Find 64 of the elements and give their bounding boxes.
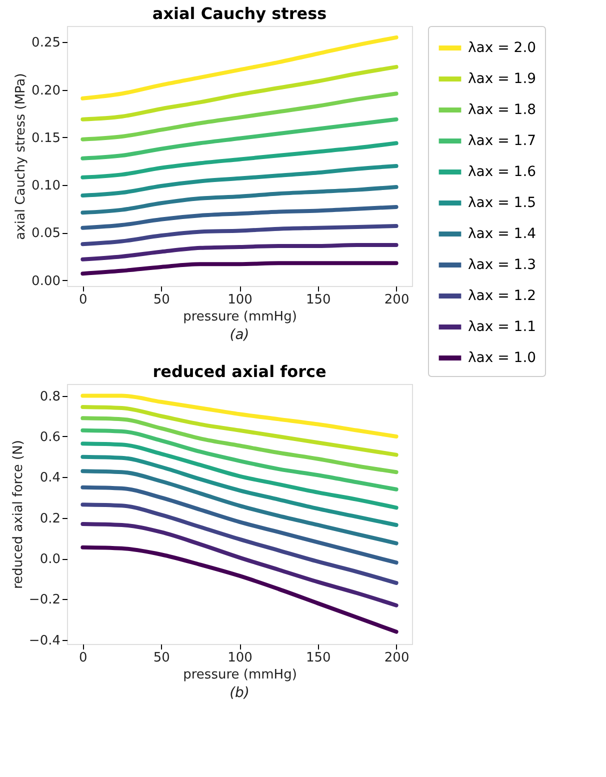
y-tick-label: 0.25 [32, 36, 60, 51]
legend-label: λax = 1.6 [468, 164, 536, 180]
line-series [80, 404, 398, 457]
legend-label: λax = 1.4 [468, 226, 536, 242]
line-series [80, 164, 398, 198]
x-axis-title: pressure (mmHg) [183, 310, 297, 324]
y-axis-title: axial Cauchy stress (MPa) [14, 73, 29, 240]
legend-label: λax = 1.7 [468, 133, 536, 149]
legend-label: λax = 1.1 [468, 319, 536, 335]
legend-label: λax = 1.0 [468, 350, 536, 366]
legend-label: λax = 1.9 [468, 71, 536, 87]
line-series [80, 394, 398, 438]
line-series [80, 485, 398, 565]
y-tick-label: 0.2 [40, 511, 60, 526]
y-tick-label: 0.15 [32, 130, 60, 146]
line-series [80, 428, 398, 492]
x-tick-label: 100 [228, 292, 252, 308]
x-tick-label: 100 [228, 650, 252, 666]
chart-title: axial Cauchy stress [152, 4, 327, 23]
legend-label: λax = 1.8 [468, 102, 536, 118]
y-tick-label: 0.05 [32, 226, 60, 242]
line-series [80, 545, 398, 634]
y-tick-label: 0.20 [32, 83, 60, 98]
line-series [80, 243, 398, 262]
chart-title: reduced axial force [152, 362, 326, 381]
y-tick-label: 0.8 [40, 389, 60, 404]
text: (a) [230, 327, 250, 343]
y-axis-title: reduced axial force (N) [10, 440, 26, 589]
y-tick-label: 0.4 [40, 470, 60, 486]
x-tick-label: 150 [306, 292, 331, 308]
line-series [80, 454, 398, 527]
text: (b) [230, 685, 250, 701]
line-series [80, 35, 398, 100]
x-tick-label: 0 [79, 292, 88, 308]
legend-label: λax = 1.3 [468, 257, 536, 273]
line-series [80, 141, 398, 180]
x-axis-title: pressure (mmHg) [183, 668, 297, 682]
legend-label: λax = 1.2 [468, 288, 536, 304]
line-series [80, 64, 398, 122]
line-series [80, 224, 398, 246]
line-series [80, 469, 398, 546]
line-series [80, 416, 398, 474]
line-series [80, 522, 398, 608]
x-tick-label: 0 [79, 650, 88, 666]
y-tick-label: −0.4 [28, 633, 60, 648]
x-tick-label: 150 [306, 650, 331, 666]
line-series [80, 92, 398, 142]
y-tick-label: −0.2 [28, 592, 60, 608]
y-tick-label: 0.0 [40, 552, 60, 568]
y-tick-label: 0.6 [40, 430, 60, 445]
x-tick-label: 200 [384, 292, 410, 308]
legend-label: λax = 1.5 [468, 195, 536, 211]
x-tick-label: 200 [384, 650, 410, 666]
line-series [80, 117, 398, 160]
y-tick-label: 0.10 [32, 178, 60, 194]
line-series [80, 261, 398, 276]
x-tick-label: 50 [153, 292, 170, 308]
line-series [80, 184, 398, 215]
legend-label: λax = 2.0 [468, 40, 536, 56]
x-tick-label: 50 [153, 650, 170, 666]
line-series [80, 204, 398, 230]
y-tick-label: 0.00 [32, 274, 60, 289]
line-series [80, 442, 398, 510]
line-series [80, 502, 398, 585]
